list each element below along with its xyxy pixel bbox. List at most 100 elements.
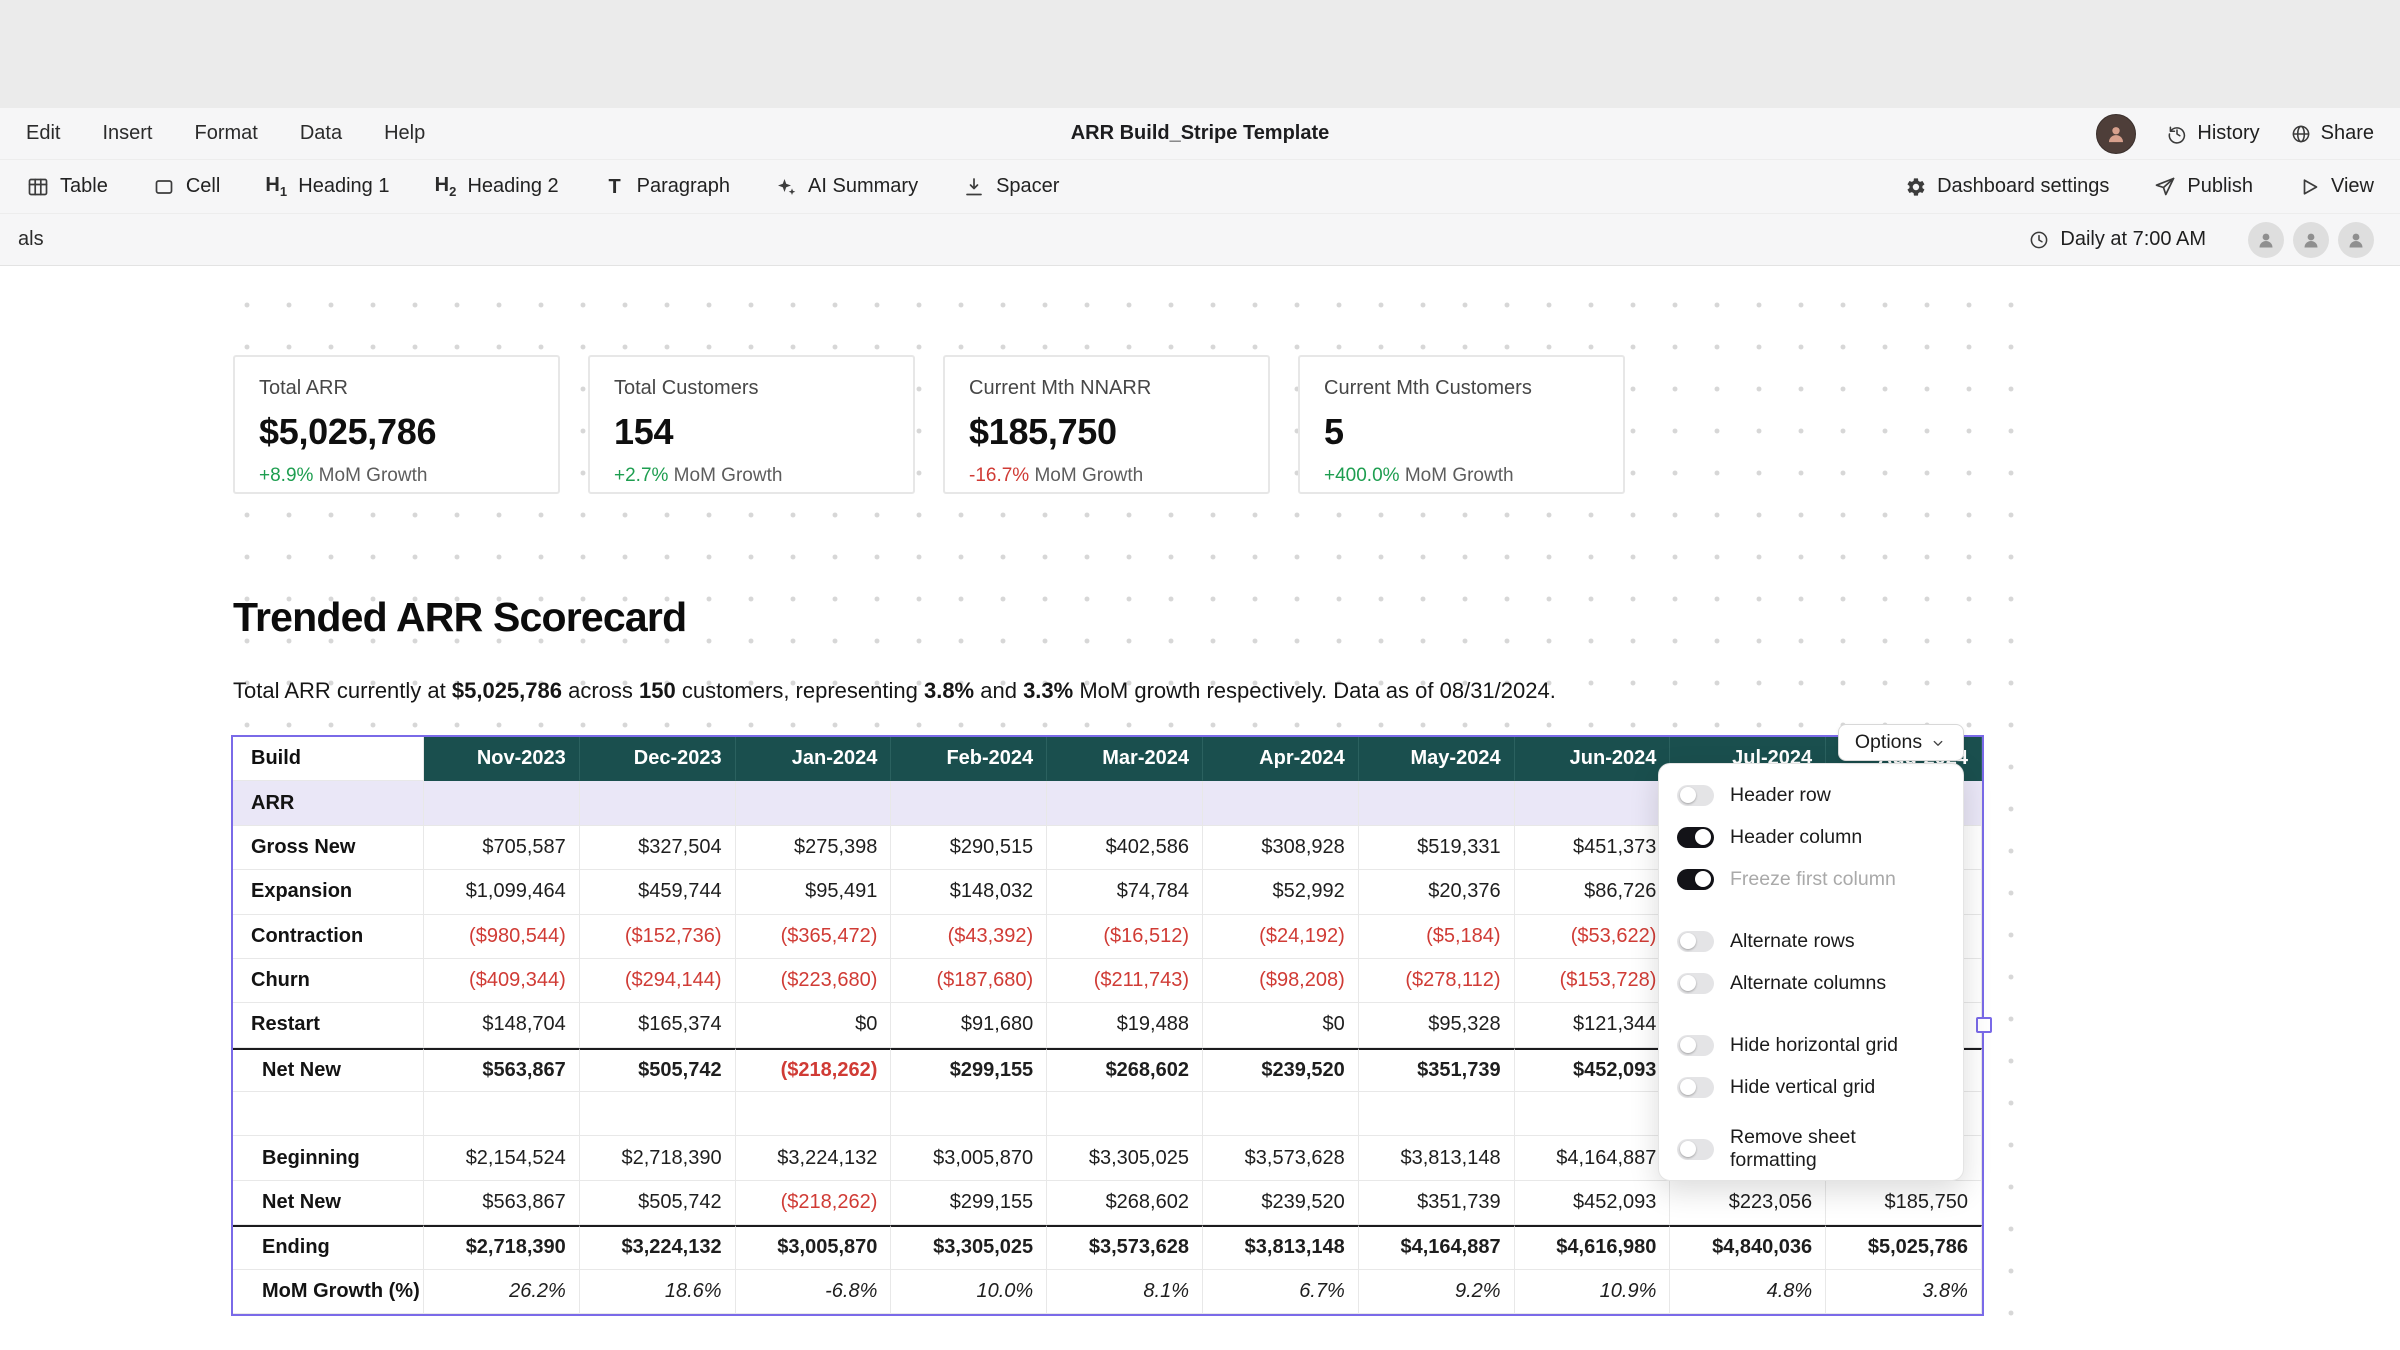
menu-data[interactable]: Data: [300, 122, 342, 145]
table-cell: ($53,622): [1515, 915, 1671, 959]
menu-bar: EditInsertFormatDataHelp ARR Build_Strip…: [0, 108, 2400, 160]
table-cell: $2,718,390: [424, 1225, 580, 1269]
row-label-contraction: Contraction: [233, 915, 424, 959]
toolbar-heading-1[interactable]: H1Heading 1: [264, 175, 389, 199]
kpi-card-total-customers[interactable]: Total Customers154+2.7% MoM Growth: [588, 355, 915, 494]
table-cell: [1515, 1092, 1671, 1136]
dashboard-canvas: Total ARR$5,025,786+8.9% MoM GrowthTotal…: [0, 266, 2400, 1350]
share-button[interactable]: Share: [2290, 122, 2374, 145]
kpi-card-total-arr[interactable]: Total ARR$5,025,786+8.9% MoM Growth: [233, 355, 560, 494]
table-cell: $402,586: [1047, 826, 1203, 870]
toggle-knob: [1680, 787, 1696, 803]
toolbar-ai-summary[interactable]: AI Summary: [774, 175, 918, 199]
history-button[interactable]: History: [2166, 122, 2259, 145]
clipped-page-label[interactable]: als: [18, 228, 44, 251]
row-label-expansion: Expansion: [233, 870, 424, 914]
toolbar-label: Dashboard settings: [1937, 175, 2109, 198]
option-label: Alternate rows: [1730, 930, 1855, 953]
table-cell: $351,739: [1359, 1181, 1515, 1225]
table-cell: 10.9%: [1515, 1270, 1671, 1314]
option-label: Header column: [1730, 826, 1862, 849]
toolbar-publish[interactable]: Publish: [2153, 175, 2253, 199]
summary-highlight: $5,025,786: [452, 678, 562, 703]
option-label: Alternate columns: [1730, 972, 1886, 995]
column-header-nov-2023: Nov-2023: [424, 737, 580, 781]
table-cell: 6.7%: [1203, 1270, 1359, 1314]
schedule-indicator[interactable]: Daily at 7:00 AM: [2028, 228, 2206, 251]
table-cell: ($278,112): [1359, 959, 1515, 1003]
table-cell: $275,398: [736, 826, 892, 870]
menubar-right: History Share: [2096, 114, 2374, 154]
column-header-jun-2024: Jun-2024: [1515, 737, 1671, 781]
toolbar-view[interactable]: View: [2297, 175, 2374, 199]
toggle-hide-vertical-grid[interactable]: [1677, 1077, 1714, 1098]
table-cell: $299,155: [891, 1048, 1047, 1092]
toggle-hide-horizontal-grid[interactable]: [1677, 1035, 1714, 1056]
summary-highlight: 3.3%: [1023, 678, 1073, 703]
toolbar-cell[interactable]: Cell: [152, 175, 220, 199]
toolbar-label: AI Summary: [808, 175, 918, 198]
table-cell: ($218,262): [736, 1181, 892, 1225]
ai-summary-icon: [774, 175, 798, 199]
option-hide-vertical-grid[interactable]: Hide vertical grid: [1659, 1066, 1963, 1108]
option-freeze-first-column[interactable]: Freeze first column: [1659, 858, 1963, 900]
toolbar-dashboard-settings[interactable]: Dashboard settings: [1903, 175, 2109, 199]
toggle-freeze-first-column[interactable]: [1677, 869, 1714, 890]
table-cell: [1203, 781, 1359, 825]
options-button[interactable]: Options: [1838, 724, 1964, 761]
toolbar-heading-2[interactable]: H2Heading 2: [433, 175, 558, 199]
toolbar-label: Heading 2: [467, 175, 558, 198]
app-window: EditInsertFormatDataHelp ARR Build_Strip…: [0, 0, 2400, 1350]
table-cell: ($98,208): [1203, 959, 1359, 1003]
toggle-header-row[interactable]: [1677, 785, 1714, 806]
user-avatar[interactable]: [2096, 114, 2136, 154]
option-hide-horizontal-grid[interactable]: Hide horizontal grid: [1659, 1024, 1963, 1066]
menu-help[interactable]: Help: [384, 122, 425, 145]
table-cell: $3,573,628: [1203, 1136, 1359, 1180]
play-icon: [2297, 175, 2321, 199]
option-alternate-rows[interactable]: Alternate rows: [1659, 920, 1963, 962]
option-label: Remove sheet formatting: [1730, 1126, 1945, 1172]
toggle-remove-sheet-formatting[interactable]: [1677, 1139, 1714, 1160]
collaborator-avatar[interactable]: [2293, 222, 2329, 258]
toolbar-table[interactable]: Table: [26, 175, 108, 199]
table-cell: [1515, 781, 1671, 825]
clock-icon: [2028, 229, 2050, 251]
table-cell: $563,867: [424, 1048, 580, 1092]
table-cell: $239,520: [1203, 1048, 1359, 1092]
menu-format[interactable]: Format: [195, 122, 258, 145]
option-header-column[interactable]: Header column: [1659, 816, 1963, 858]
table-cell: [580, 1092, 736, 1136]
toggle-alternate-columns[interactable]: [1677, 973, 1714, 994]
card-value: $185,750: [969, 411, 1244, 453]
table-cell: $459,744: [580, 870, 736, 914]
table-cell: [891, 781, 1047, 825]
option-remove-sheet-formatting[interactable]: Remove sheet formatting: [1659, 1128, 1963, 1170]
table-cell: ($294,144): [580, 959, 736, 1003]
toolbar-paragraph[interactable]: TParagraph: [603, 175, 730, 199]
table-cell: 18.6%: [580, 1270, 736, 1314]
table-cell: $4,164,887: [1515, 1136, 1671, 1180]
option-alternate-columns[interactable]: Alternate columns: [1659, 962, 1963, 1004]
menu-insert[interactable]: Insert: [102, 122, 152, 145]
row-label-net-new: Net New: [233, 1181, 424, 1225]
card-title: Current Mth NNARR: [969, 377, 1244, 400]
table-cell: [580, 781, 736, 825]
card-growth: +8.9% MoM Growth: [259, 465, 534, 487]
kpi-card-current-mth-customers[interactable]: Current Mth Customers5+400.0% MoM Growth: [1298, 355, 1625, 494]
menu-edit[interactable]: Edit: [26, 122, 60, 145]
kpi-card-current-mth-nnarr[interactable]: Current Mth NNARR$185,750-16.7% MoM Grow…: [943, 355, 1270, 494]
toggle-knob: [1695, 829, 1711, 845]
options-button-label: Options: [1855, 731, 1922, 754]
toggle-alternate-rows[interactable]: [1677, 931, 1714, 952]
collaborator-avatar[interactable]: [2248, 222, 2284, 258]
toggle-header-column[interactable]: [1677, 827, 1714, 848]
summary-fragment: MoM growth respectively. Data as of 08/3…: [1073, 678, 1556, 703]
table-cell: -6.8%: [736, 1270, 892, 1314]
resize-handle[interactable]: [1976, 1017, 1992, 1033]
table-cell: $505,742: [580, 1048, 736, 1092]
collaborator-avatar[interactable]: [2338, 222, 2374, 258]
toolbar-spacer[interactable]: Spacer: [962, 175, 1059, 199]
option-header-row[interactable]: Header row: [1659, 774, 1963, 816]
card-growth: +2.7% MoM Growth: [614, 465, 889, 487]
